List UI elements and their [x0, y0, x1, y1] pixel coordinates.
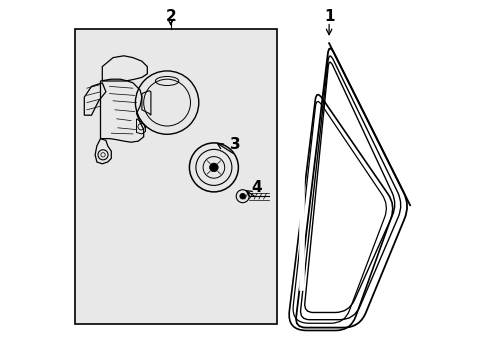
Text: 2: 2	[165, 9, 176, 24]
Circle shape	[239, 193, 245, 199]
Bar	[75, 29, 276, 324]
Text: 4: 4	[251, 180, 262, 195]
Text: 1: 1	[323, 9, 334, 24]
Text: 3: 3	[230, 136, 240, 152]
Circle shape	[209, 163, 218, 172]
